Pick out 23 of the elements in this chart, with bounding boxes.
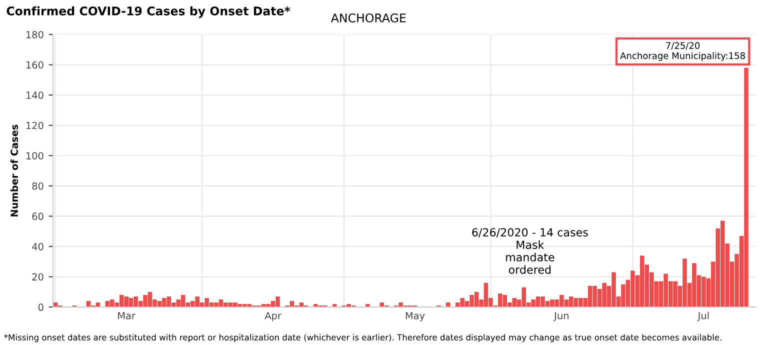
annotation: 6/26/2020 - 14 cases Mask mandate ordered xyxy=(472,228,588,274)
chart-title: Confirmed COVID-19 Cases by Onset Date* xyxy=(6,6,290,18)
x-tick-label: Mar xyxy=(118,312,136,320)
y-tick-label: 100 xyxy=(26,152,44,160)
y-tick-label: 20 xyxy=(32,273,44,281)
x-tick-label: Jul xyxy=(697,312,709,322)
y-tick-label: 160 xyxy=(26,61,44,69)
y-tick-label: 80 xyxy=(32,182,44,190)
y-tick-label: 120 xyxy=(26,122,44,130)
bar xyxy=(446,302,450,308)
y-tick-label: 140 xyxy=(26,92,44,99)
x-tick-label: May xyxy=(406,312,425,322)
y-tick-label: 60 xyxy=(32,212,44,220)
y-tick-label: 0 xyxy=(38,304,44,311)
text: *Missing onset dates are substituted with report or hospitalization date (whichever is earlier). Therefore dates displayed may change as true onset date becomes available. xyxy=(4,334,722,342)
y-tick-label: 40 xyxy=(32,242,44,250)
y-tick-label: 180 xyxy=(26,30,44,38)
x-tick-label: Jun xyxy=(554,312,568,322)
y-axis-title: Number of Cases xyxy=(10,124,18,216)
annotation: 7/25/20 Anchorage Municipality:158 xyxy=(620,42,745,61)
x-tick-label: Apr xyxy=(264,312,282,322)
chart-subtitle: ANCHORAGE xyxy=(330,13,406,22)
bar xyxy=(380,302,384,308)
